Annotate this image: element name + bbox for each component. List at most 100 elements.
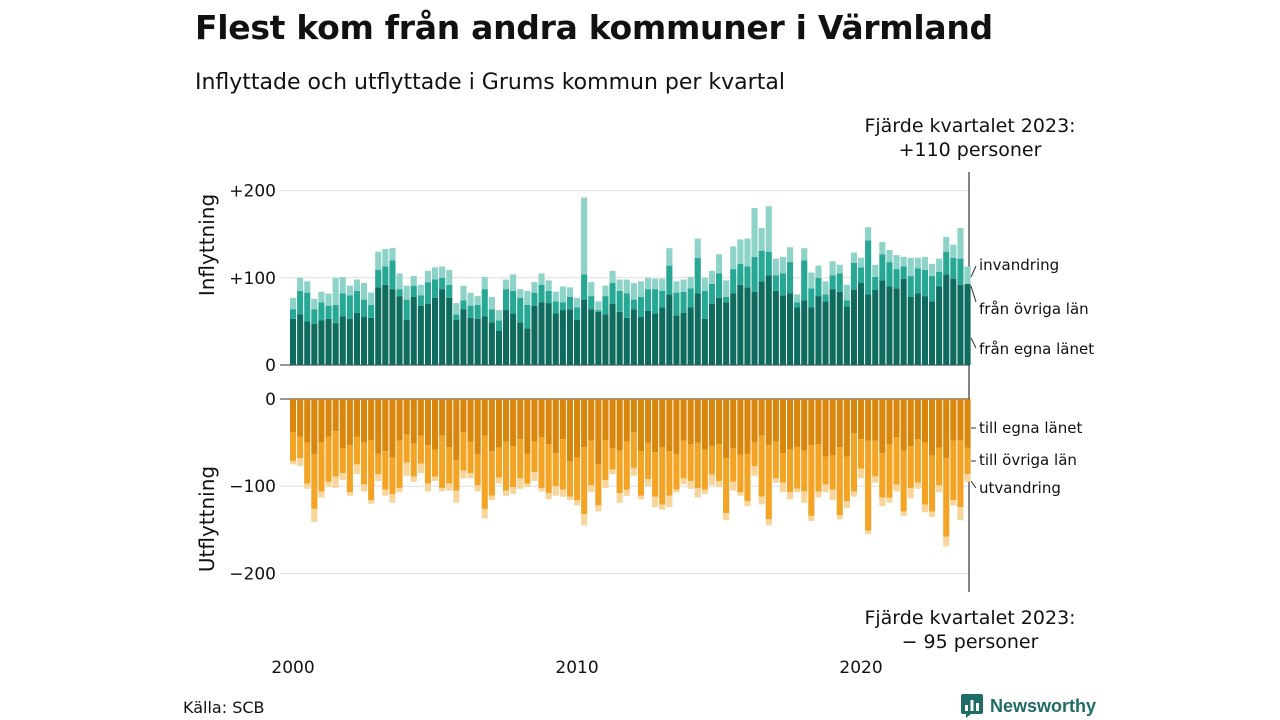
outflow-bar-segment — [794, 446, 801, 489]
outflow-bar-segment — [708, 399, 715, 447]
inflow-bar-segment — [701, 318, 708, 365]
inflow-bar-segment — [474, 318, 481, 365]
inflow-bar-segment — [290, 318, 297, 365]
outflow-bar-segment — [659, 446, 666, 505]
inflow-bar-segment — [630, 283, 637, 300]
outflow-bar-segment — [332, 399, 339, 432]
outflow-bar-segment — [858, 399, 865, 440]
inflow-bar-segment — [396, 289, 403, 297]
callout-latest-outflow-line2: − 95 personer — [901, 631, 1039, 653]
outflow-bar-segment — [623, 489, 630, 496]
inflow-bar-segment — [375, 287, 382, 365]
inflow-bar-segment — [410, 285, 417, 297]
outflow-bar-segment — [694, 442, 701, 488]
outflow-bar-segment — [495, 399, 502, 448]
outflow-bar-segment — [304, 483, 311, 489]
outflow-bar-segment — [339, 448, 346, 474]
outflow-bar-segment — [424, 483, 431, 492]
outflow-bar-segment — [503, 399, 510, 442]
outflow-bar-segment — [588, 485, 595, 493]
inflow-bar-segment — [595, 310, 602, 312]
outflow-bar-segment — [630, 467, 637, 476]
outflow-bar-segment — [787, 492, 794, 500]
outflow-bar-segment — [290, 399, 297, 433]
outflow-bar-segment — [290, 432, 297, 461]
outflow-bar-segment — [424, 399, 431, 446]
top-end-label: invandring — [979, 256, 1059, 274]
inflow-bar-segment — [794, 302, 801, 308]
outflow-bar-segment — [524, 453, 531, 484]
outflow-bar-segment — [751, 399, 758, 443]
outflow-bar-segment — [744, 501, 751, 507]
outflow-bar-segment — [829, 399, 836, 456]
inflow-bar-segment — [424, 282, 431, 304]
outflow-bar-segment — [602, 439, 609, 481]
inflow-bar-segment — [794, 294, 801, 303]
inflow-bar-segment — [566, 287, 573, 297]
outflow-bar-segment — [602, 399, 609, 440]
inflow-bar-segment — [403, 319, 410, 365]
inflow-bar-segment — [332, 304, 339, 324]
outflow-bar-segment — [914, 439, 921, 483]
inflow-bar-segment — [737, 284, 744, 365]
bottom-end-label: utvandring — [979, 479, 1061, 497]
outflow-bar-segment — [552, 486, 559, 496]
outflow-bar-segment — [673, 399, 680, 454]
outflow-bar-segment — [879, 453, 886, 498]
inflow-bar-segment — [964, 283, 971, 365]
outflow-bar-segment — [630, 432, 637, 468]
outflow-bar-segment — [914, 482, 921, 489]
inflow-bar-segment — [552, 301, 559, 314]
outflow-bar-segment — [609, 448, 616, 470]
inflow-bar-segment — [531, 305, 538, 365]
inflow-bar-segment — [723, 296, 730, 303]
inflow-bar-segment — [751, 208, 758, 257]
inflow-bar-segment — [673, 292, 680, 316]
outflow-bar-segment — [765, 399, 772, 446]
outflow-bar-segment — [346, 445, 353, 493]
inflow-bar-segment — [318, 320, 325, 365]
inflow-bar-segment — [439, 266, 446, 278]
inflow-bar-segment — [453, 303, 460, 315]
bars-layer — [290, 197, 971, 547]
inflow-bar-segment — [843, 300, 850, 307]
inflow-bar-segment — [566, 309, 573, 365]
outflow-bar-segment — [815, 399, 822, 445]
top-end-label-leader — [970, 265, 977, 278]
inflow-bar-segment — [495, 330, 502, 365]
inflow-bar-segment — [751, 291, 758, 365]
inflow-bar-segment — [552, 313, 559, 365]
inflow-bar-segment — [921, 296, 928, 365]
inflow-bar-segment — [346, 285, 353, 296]
inflow-bar-segment — [822, 301, 829, 365]
inflow-bar-segment — [488, 296, 495, 310]
inflow-bar-segment — [765, 206, 772, 252]
inflow-bar-segment — [630, 299, 637, 310]
inflow-bar-segment — [652, 289, 659, 314]
outflow-bar-segment — [545, 444, 552, 494]
outflow-bar-segment — [623, 441, 630, 490]
inflow-bar-segment — [808, 307, 815, 365]
top-end-label: från övriga län — [979, 300, 1089, 318]
inflow-bar-segment — [481, 276, 488, 290]
inflow-bar-segment — [581, 197, 588, 275]
inflow-bar-segment — [375, 269, 382, 288]
inflow-bar-segment — [957, 258, 964, 285]
brand-logo[interactable]: Newsworthy — [960, 693, 1096, 719]
inflow-bar-segment — [623, 279, 630, 294]
outflow-bar-segment — [588, 399, 595, 441]
inflow-bar-segment — [304, 281, 311, 293]
outflow-bar-segment — [772, 478, 779, 483]
inflow-bar-segment — [446, 297, 453, 365]
inflow-bar-segment — [297, 290, 304, 315]
inflow-bar-segment — [389, 248, 396, 261]
inflow-bar-segment — [957, 228, 964, 259]
outflow-bar-segment — [879, 399, 886, 454]
inflow-bar-segment — [517, 297, 524, 323]
inflow-bar-segment — [758, 281, 765, 365]
outflow-bar-segment — [865, 399, 872, 441]
inflow-bar-segment — [524, 304, 531, 329]
inflow-bar-segment — [936, 271, 943, 287]
outflow-bar-segment — [297, 399, 304, 437]
